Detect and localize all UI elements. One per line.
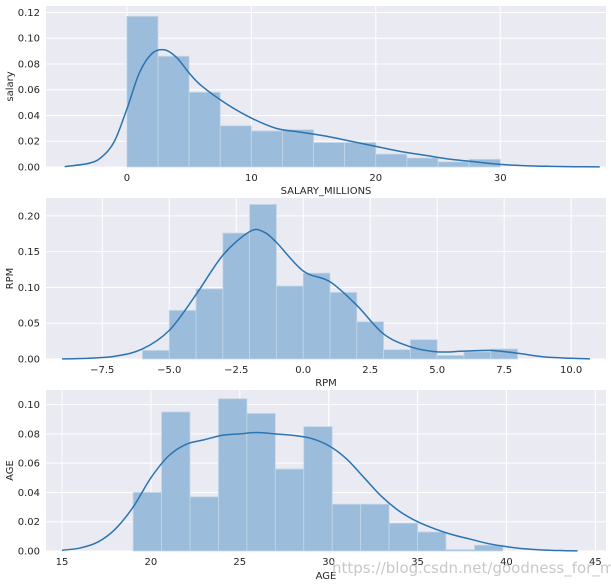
chart3-bar <box>417 531 447 552</box>
chart3-y-tick-label: 0.00 <box>18 547 40 558</box>
chart1-y-tick-label: 0.08 <box>18 59 40 70</box>
chart2-bar <box>383 349 411 360</box>
chart1-bar <box>219 125 252 168</box>
chart1-bar <box>406 157 439 168</box>
chart3-y-tick-label: 0.10 <box>18 400 40 411</box>
chart2-panel: −7.5 −5.0 −2.5 0.0 2.5 5.0 7.5 10.0 0.00 0.05 0.10… <box>5 198 606 389</box>
chart1-x-tick-label: 0 <box>124 173 130 184</box>
chart3-x-tick-label: 15 <box>56 557 69 568</box>
chart1-panel: 0 10 20 30 0.00 0.02 0.04 0.06 0.08 0.10 0.12 SALAR… <box>5 6 606 197</box>
chart2-bar <box>222 232 251 360</box>
chart1-x-tick-label: 10 <box>245 173 258 184</box>
chart2-bar <box>168 309 197 360</box>
chart1-bar <box>313 142 346 168</box>
chart2-x-tick-label: 0.0 <box>295 365 311 376</box>
chart3-y-axis-label: AGE <box>5 460 16 481</box>
chart1-bar <box>157 55 190 168</box>
chart1-y-tick-label: 0.12 <box>18 8 40 19</box>
chart2-x-axis-label: RPM <box>315 378 337 389</box>
chart3-x-axis-label: AGE <box>316 571 337 582</box>
chart1-bar <box>126 15 159 168</box>
chart3-bar <box>474 544 504 552</box>
chart2-x-tick-label: −2.5 <box>224 365 248 376</box>
watermark-text: https://blog.csdn.net/goodness_for_me <box>332 559 611 577</box>
chart2-bar <box>410 339 438 360</box>
chart2-x-tick-label: 7.5 <box>496 365 512 376</box>
chart3-x-tick-label: 30 <box>322 557 335 568</box>
chart1-bar <box>250 130 283 168</box>
chart1-bar <box>344 142 377 168</box>
chart2-bar <box>356 321 385 360</box>
chart3-bar <box>161 411 191 552</box>
chart1-bar <box>437 161 470 168</box>
chart2-y-tick-label: 0.00 <box>18 355 40 366</box>
chart2-bar <box>142 350 170 360</box>
chart2-y-axis-label: RPM <box>5 268 16 290</box>
chart3-bar <box>218 398 248 552</box>
chart3-y-tick-label: 0.06 <box>18 459 40 470</box>
chart3-bar <box>274 468 305 552</box>
chart2-x-tick-label: −5.0 <box>157 365 181 376</box>
chart1-y-tick-label: 0.00 <box>18 163 40 174</box>
chart3-x-tick-label: 35 <box>411 557 424 568</box>
chart3-x-tick-label: 20 <box>145 557 158 568</box>
chart3-x-tick-label: 40 <box>500 557 513 568</box>
chart2-y-tick-label: 0.10 <box>18 283 40 294</box>
chart1-y-axis-label: salary <box>5 71 16 101</box>
chart3-panel: 15 20 25 30 35 40 45 0.00 0.02 0.04 0.06 0.08 0.10 AG… <box>5 390 606 582</box>
chart1-x-tick-label: 20 <box>369 173 382 184</box>
chart2-y-tick-label: 0.20 <box>18 211 40 222</box>
chart1-y-tick-label: 0.10 <box>18 34 40 45</box>
chart1-x-axis-label: SALARY_MILLIONS <box>281 186 372 197</box>
chart2-y-tick-label: 0.05 <box>18 319 40 330</box>
chart2-x-tick-label: 5.0 <box>429 365 445 376</box>
chart2-x-tick-label: 2.5 <box>362 365 378 376</box>
chart3-bar <box>360 503 390 552</box>
chart1-x-tick-label: 30 <box>494 173 507 184</box>
chart3-bar <box>445 549 475 552</box>
chart3-y-tick-label: 0.02 <box>18 517 40 528</box>
chart2-bar <box>436 355 465 360</box>
chart1-kde-line <box>64 48 600 168</box>
chart3-bar <box>132 492 162 552</box>
chart3-x-tick-label: 25 <box>233 557 246 568</box>
chart3-y-tick-label: 0.04 <box>18 488 40 499</box>
chart2-y-tick-label: 0.15 <box>18 247 40 258</box>
chart3-bar <box>303 426 333 552</box>
chart2-bar <box>276 285 304 360</box>
chart3-y-tick-label: 0.08 <box>18 429 40 440</box>
chart3-x-tick-label: 45 <box>589 557 602 568</box>
chart3-bar <box>189 496 219 552</box>
chart2-x-tick-label: 10.0 <box>560 365 582 376</box>
chart1-y-tick-label: 0.04 <box>18 111 40 122</box>
chart3-bar <box>331 503 362 552</box>
chart2-bar <box>249 204 277 360</box>
chart1-bar <box>282 129 314 168</box>
chart3-bar <box>246 413 276 552</box>
chart1-bar <box>188 91 221 168</box>
chart1-y-tick-label: 0.02 <box>18 137 40 148</box>
chart2-kde-line <box>62 228 590 360</box>
chart1-y-tick-label: 0.06 <box>18 85 40 96</box>
chart1-bar <box>375 153 408 168</box>
chart3-bar <box>388 522 418 552</box>
chart2-bar <box>302 272 331 360</box>
chart3-kde-line <box>61 431 578 552</box>
chart2-bar <box>463 351 492 360</box>
chart2-x-tick-label: −7.5 <box>90 365 114 376</box>
chart2-bar <box>195 288 224 360</box>
